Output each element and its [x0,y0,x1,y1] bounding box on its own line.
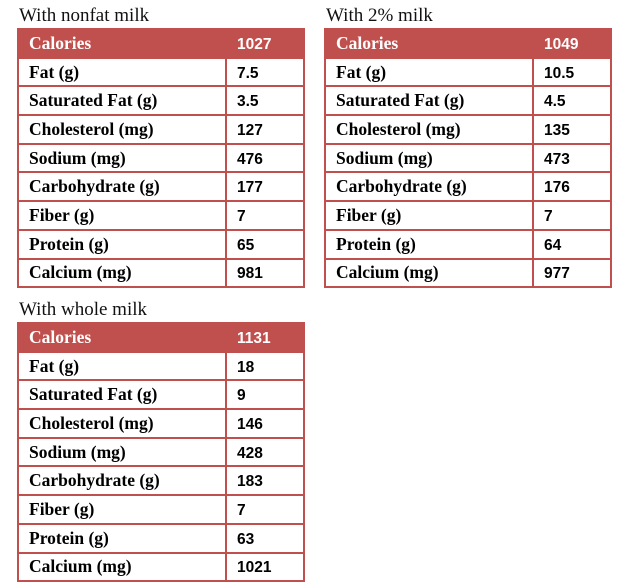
cell-label: Fat (g) [17,350,227,382]
cell-value: 9 [225,379,305,411]
cell-value: 64 [532,228,612,260]
cell-value: 146 [225,408,305,439]
header-row: Calories 1049 [324,28,612,59]
cell-value: 428 [225,436,305,468]
cell-label: Sodium (mg) [17,436,227,468]
table-block: With nonfat milk Calories 1027 Fat (g) 7.5 Sa… [17,4,305,289]
table-block: With 2% milk Calories 1049 Fat (g) 10.5 Satur… [324,4,612,289]
table-row: Calcium (mg) 1021 [17,551,305,583]
table-row: Carbohydrate (g) 176 [324,171,612,203]
cell-value: 18 [225,350,305,382]
header-value: 1049 [532,28,612,59]
table-row: Sodium (mg) 428 [17,436,305,468]
table-title: With whole milk [19,299,147,320]
cell-label: Cholesterol (mg) [17,408,227,439]
cell-value: 135 [532,114,612,145]
header-row: Calories 1027 [17,28,305,59]
cell-value: 127 [225,114,305,145]
cell-label: Carbohydrate (g) [17,465,227,497]
cell-value: 7 [225,494,305,525]
cell-label: Saturated Fat (g) [17,379,227,411]
table-row: Calcium (mg) 981 [17,257,305,289]
cell-label: Saturated Fat (g) [17,85,227,117]
table-row: Fiber (g) 7 [17,200,305,231]
cell-label: Cholesterol (mg) [17,114,227,145]
table-title: With 2% milk [326,5,433,26]
table-row: Protein (g) 63 [17,522,305,554]
cell-label: Fiber (g) [17,200,227,231]
cell-label: Carbohydrate (g) [17,171,227,203]
cell-value: 4.5 [532,85,612,117]
header-row: Calories 1131 [17,322,305,353]
table-row: Fat (g) 18 [17,350,305,382]
table-row: Sodium (mg) 476 [17,142,305,174]
cell-value: 977 [532,257,612,289]
cell-label: Carbohydrate (g) [324,171,534,203]
cell-label: Cholesterol (mg) [324,114,534,145]
table-row: Cholesterol (mg) 135 [324,114,612,145]
table-row: Fat (g) 10.5 [324,56,612,88]
table-row: Sodium (mg) 473 [324,142,612,174]
nutrition-table: Calories 1131 Fat (g) 18 Saturated Fat (g) 9 C… [17,322,305,583]
header-label: Calories [324,28,534,59]
cell-label: Protein (g) [17,228,227,260]
cell-label: Fiber (g) [324,200,534,231]
table-row: Saturated Fat (g) 3.5 [17,85,305,117]
table-row: Fat (g) 7.5 [17,56,305,88]
nutrition-table: Calories 1027 Fat (g) 7.5 Saturated Fat (g) 3… [17,28,305,289]
cell-label: Calcium (mg) [17,551,227,583]
cell-label: Calcium (mg) [17,257,227,289]
cell-value: 65 [225,228,305,260]
table-row: Calcium (mg) 977 [324,257,612,289]
cell-value: 3.5 [225,85,305,117]
cell-value: 7 [225,200,305,231]
table-row: Carbohydrate (g) 183 [17,465,305,497]
cell-label: Calcium (mg) [324,257,534,289]
cell-label: Sodium (mg) [17,142,227,174]
cell-value: 183 [225,465,305,497]
header-value: 1131 [225,322,305,353]
cell-value: 63 [225,522,305,554]
cell-value: 476 [225,142,305,174]
cell-value: 1021 [225,551,305,583]
table-row: Protein (g) 65 [17,228,305,260]
table-row: Carbohydrate (g) 177 [17,171,305,203]
header-label: Calories [17,28,227,59]
cell-label: Fiber (g) [17,494,227,525]
cell-value: 10.5 [532,56,612,88]
cell-label: Fat (g) [17,56,227,88]
table-row: Cholesterol (mg) 127 [17,114,305,145]
table-row: Cholesterol (mg) 146 [17,408,305,439]
cell-label: Saturated Fat (g) [324,85,534,117]
cell-value: 981 [225,257,305,289]
table-block: With whole milk Calories 1131 Fat (g) 18 Satu… [17,298,305,583]
header-value: 1027 [225,28,305,59]
nutrition-table: Calories 1049 Fat (g) 10.5 Saturated Fat (g)… [324,28,612,289]
cell-label: Sodium (mg) [324,142,534,174]
table-row: Fiber (g) 7 [17,494,305,525]
table-title: With nonfat milk [19,5,150,26]
cell-value: 473 [532,142,612,174]
cell-label: Protein (g) [17,522,227,554]
table-row: Saturated Fat (g) 9 [17,379,305,411]
header-label: Calories [17,322,227,353]
table-row: Protein (g) 64 [324,228,612,260]
table-row: Saturated Fat (g) 4.5 [324,85,612,117]
cell-label: Fat (g) [324,56,534,88]
cell-value: 176 [532,171,612,203]
cell-label: Protein (g) [324,228,534,260]
cell-value: 7 [532,200,612,231]
table-row: Fiber (g) 7 [324,200,612,231]
cell-value: 7.5 [225,56,305,88]
cell-value: 177 [225,171,305,203]
